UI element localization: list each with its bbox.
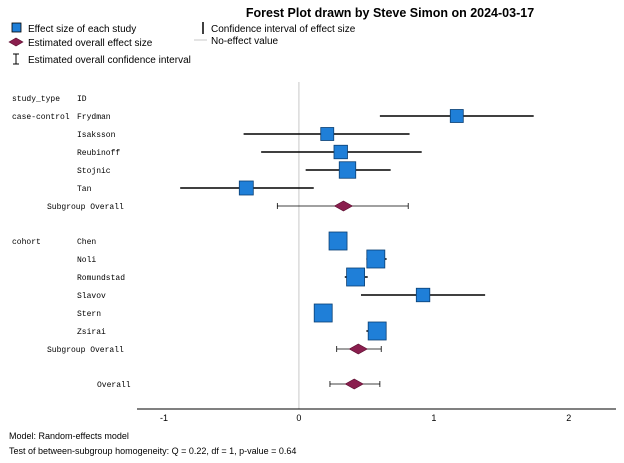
legend-no-effect-label: No-effect value: [211, 36, 279, 47]
legend-overall-swatch: [8, 37, 24, 47]
study-effect-square: [366, 249, 386, 269]
study-effect-square: [367, 321, 387, 341]
study-effect-square: [333, 144, 348, 160]
chart-title: Forest Plot drawn by Steve Simon on 2024…: [246, 6, 534, 20]
study-effect-square: [338, 161, 357, 179]
study-effect-square: [328, 231, 348, 251]
legend-overall-label: Estimated overall effect size: [28, 38, 153, 49]
study-effect-square: [346, 267, 365, 287]
study-label: Stojnic: [77, 167, 111, 176]
study-effect-square: [415, 287, 431, 303]
study-effect-square: [238, 180, 254, 196]
study-label: Slavov: [77, 292, 106, 301]
study-label: Reubinoff: [77, 149, 120, 158]
group-column-header: study_type: [12, 95, 60, 104]
study-effect-square: [313, 303, 333, 323]
legend-overall-ci-swatch: [13, 53, 19, 65]
subgroup-effect-diamond: [333, 200, 354, 212]
study-effect-square: [320, 127, 335, 141]
legend-overall-ci-label: Estimated overall confidence interval: [28, 55, 191, 66]
study-label: Chen: [77, 238, 96, 247]
row-labels: case-control Frydman Isaksson Reubinoff Stoj…: [12, 113, 131, 390]
subgroup-overall-label: Subgroup Overall: [47, 346, 124, 355]
x-tick-label: -1: [160, 413, 168, 423]
subgroup-effect-diamond: [348, 343, 368, 355]
x-tick-label: 0: [296, 413, 301, 423]
group-label: cohort: [12, 238, 41, 247]
x-tick-label: 1: [431, 413, 436, 423]
study-label: Tan: [77, 185, 92, 194]
study-label: Isaksson: [77, 131, 116, 140]
footer-model: Model: Random-effects model: [9, 431, 129, 441]
study-label: Zsirai: [77, 328, 106, 337]
study-label: Romundstad: [77, 274, 125, 283]
overall-label: Overall: [97, 381, 131, 390]
study-label: Noli: [77, 256, 96, 265]
study-label: Stern: [77, 310, 101, 319]
legend-study-label: Effect size of each study: [28, 24, 136, 35]
id-column-header: ID: [77, 95, 87, 104]
subgroup-overall-label: Subgroup Overall: [47, 203, 124, 212]
overall-effect-diamond: [344, 378, 364, 390]
footer-test: Test of between-subgroup homogeneity: Q …: [9, 446, 297, 456]
legend-ci-label: Confidence interval of effect size: [211, 24, 356, 35]
study-effect-square: [449, 109, 464, 123]
forest-marks: [180, 109, 534, 390]
study-label: Frydman: [77, 113, 111, 122]
group-label: case-control: [12, 113, 70, 122]
x-axis-ticks: -1 0 1 2: [160, 413, 571, 423]
x-tick-label: 2: [566, 413, 571, 423]
legend-study-swatch: [11, 22, 22, 33]
